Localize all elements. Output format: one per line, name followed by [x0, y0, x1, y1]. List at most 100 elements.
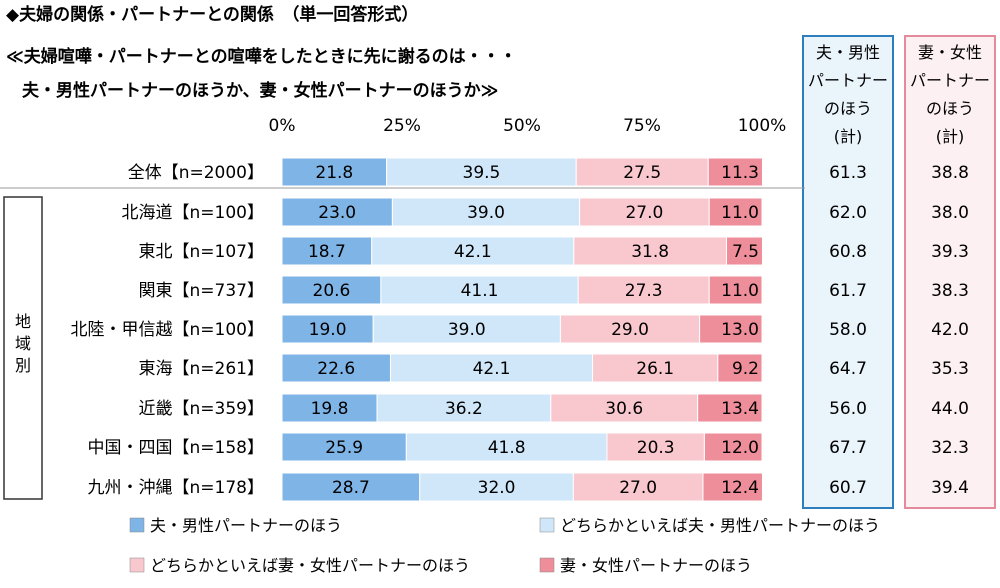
data-label: 28.7 — [332, 478, 370, 498]
bar-segment — [281, 197, 393, 227]
bar-segment — [725, 236, 763, 266]
bar-segment — [281, 353, 391, 383]
x-tick-label: 50% — [503, 116, 541, 136]
bar-segment — [281, 236, 373, 266]
data-label: 11.0 — [721, 281, 759, 301]
question-line-1: ≪夫婦喧嘩・パートナーとの喧嘩をしたときに先に謝るのは・・・ — [6, 46, 517, 67]
data-label: 19.8 — [311, 399, 349, 419]
legend-swatch — [129, 517, 145, 533]
x-tick-label: 0% — [269, 116, 296, 136]
husband-total-value: 60.7 — [829, 478, 867, 498]
bar-segment — [699, 314, 763, 344]
data-label: 36.2 — [445, 399, 483, 419]
data-label: 20.3 — [637, 438, 675, 458]
data-label: 25.9 — [325, 438, 363, 458]
husband-total-value: 62.0 — [829, 203, 867, 223]
data-label: 39.0 — [448, 320, 486, 340]
data-label: 27.0 — [619, 478, 657, 498]
category-label: 近畿【n=359】 — [139, 399, 264, 419]
bar-segment — [577, 275, 710, 305]
husband-total-value: 58.0 — [829, 320, 867, 340]
data-label: 29.0 — [611, 320, 649, 340]
legend-swatch — [129, 557, 145, 573]
data-label: 31.8 — [631, 242, 669, 262]
group-label-box — [3, 196, 43, 500]
data-label: 12.0 — [721, 438, 759, 458]
legend-label: 夫・男性パートナーのほう — [150, 516, 342, 535]
legend-label: どちらかといえば妻・女性パートナーのほう — [150, 556, 470, 575]
wife-total-value: 44.0 — [931, 399, 969, 419]
bar-segment — [708, 275, 763, 305]
bar-segment — [386, 157, 577, 187]
bar-segment — [708, 197, 763, 227]
column-header-line: (計) — [834, 127, 863, 146]
group-label-region: 地域別 — [15, 312, 31, 375]
data-label: 39.5 — [463, 163, 501, 183]
legend: 夫・男性パートナーのほう どちらかといえば夫・男性パートナーのほうどちらかといえば… — [129, 516, 880, 575]
data-label: 13.4 — [721, 399, 759, 419]
wife-total-value: 38.0 — [931, 203, 969, 223]
data-label: 27.5 — [623, 163, 661, 183]
bar-segment — [575, 157, 709, 187]
data-label: 23.0 — [318, 203, 356, 223]
column-header-line: パートナー — [910, 71, 990, 90]
bar-rows: 全体【n=2000】 21.8 39.5 27.5 11.3 61.3 38.8 北海道【n=… — [71, 157, 969, 502]
category-label: 東海【n=261】 — [139, 359, 264, 379]
data-label: 11.0 — [721, 203, 759, 223]
data-label: 30.6 — [605, 399, 643, 419]
bar-segment — [281, 157, 388, 187]
column-header-line: のほう — [926, 99, 974, 118]
husband-total-value: 61.7 — [829, 281, 867, 301]
data-label: 9.2 — [732, 359, 759, 379]
data-label: 41.8 — [488, 438, 526, 458]
wife-total-value: 39.4 — [931, 478, 969, 498]
column-header-line: のほう — [824, 99, 872, 118]
bar-segment — [281, 275, 382, 305]
wife-total-value: 32.3 — [931, 438, 969, 458]
bar-segment — [717, 353, 763, 383]
category-label: 北海道【n=100】 — [122, 203, 264, 223]
bar-segment — [606, 432, 705, 462]
column-header-line: パートナー — [808, 71, 888, 90]
bar-segment — [391, 197, 581, 227]
legend-label: どちらかといえば夫・男性パートナーのほう — [560, 516, 880, 535]
bar-segment — [281, 432, 407, 462]
data-label: 11.3 — [721, 163, 759, 183]
data-label: 27.0 — [625, 203, 663, 223]
legend-label: 妻・女性パートナーのほう — [560, 556, 752, 575]
group-label-char: 域 — [15, 334, 31, 353]
legend-swatch — [539, 557, 555, 573]
husband-total-header: 夫・男性パートナーのほう (計) — [808, 43, 888, 146]
bar-segment — [419, 472, 574, 502]
bar-segment — [380, 275, 579, 305]
husband-total-value: 64.7 — [829, 359, 867, 379]
bar-segment — [707, 157, 763, 187]
husband-total-value: 56.0 — [829, 399, 867, 419]
column-header-line: 夫・男性 — [816, 43, 880, 62]
category-label: 中国・四国【n=158】 — [88, 438, 264, 458]
bar-segment — [579, 197, 710, 227]
group-label-char: 地 — [15, 312, 31, 331]
data-label: 32.0 — [478, 478, 516, 498]
group-label-char: 別 — [15, 356, 31, 375]
bar-segment — [281, 393, 378, 423]
bar-segment — [572, 472, 704, 502]
category-label: 東北【n=107】 — [139, 242, 264, 262]
data-label: 7.5 — [732, 242, 759, 262]
category-label: 九州・沖縄【n=178】 — [88, 478, 264, 498]
bar-segment — [371, 236, 575, 266]
legend-swatch — [539, 517, 555, 533]
data-label: 22.6 — [317, 359, 355, 379]
chart-title: ◆夫婦の関係・パートナーとの関係 （単一回答形式） — [6, 4, 418, 25]
bar-segment — [281, 314, 374, 344]
data-label: 21.8 — [315, 163, 353, 183]
x-axis-ticks: 0% 25% 50% 75% 100% — [269, 116, 787, 136]
data-label: 18.7 — [308, 242, 346, 262]
bar-segment — [702, 472, 763, 502]
data-label: 42.1 — [454, 242, 492, 262]
data-label: 41.1 — [461, 281, 499, 301]
category-label: 関東【n=737】 — [139, 281, 264, 301]
column-header-line: (計) — [936, 127, 965, 146]
data-label: 27.3 — [625, 281, 663, 301]
wife-total-column — [904, 35, 996, 509]
